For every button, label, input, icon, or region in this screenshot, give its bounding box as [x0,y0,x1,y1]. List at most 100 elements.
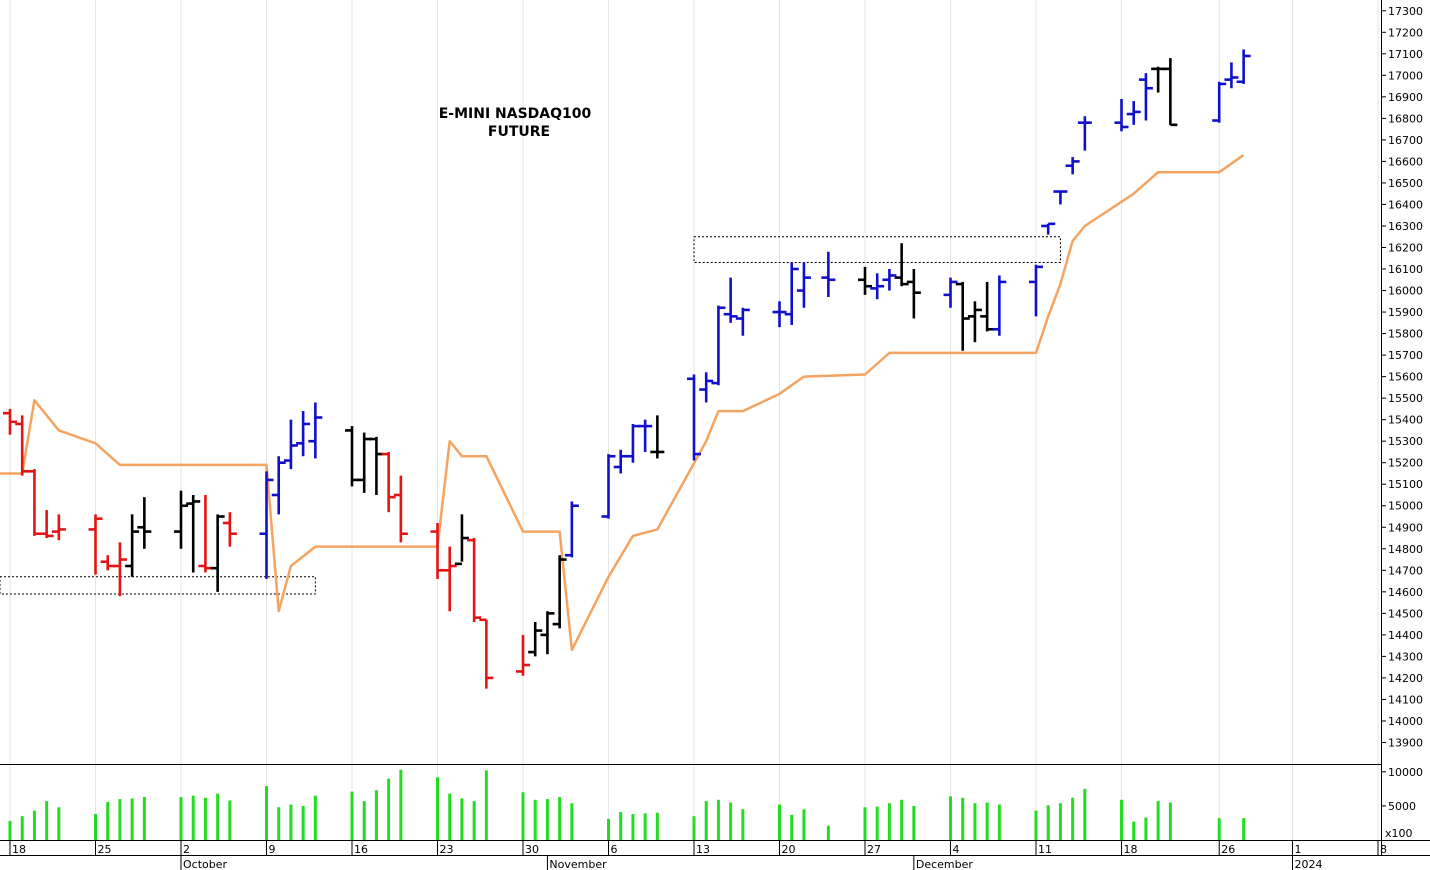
date-tick-label: 23 [440,843,454,856]
ohlc-bar [357,432,372,493]
ohlc-bar [1041,222,1056,235]
volume-bar [57,807,61,840]
consolidation-box [0,576,316,595]
price-tick-label: 17000 [1388,69,1423,82]
ohlc-bar [516,634,530,676]
ohlc-bar [454,514,469,566]
volume-bar [1168,802,1172,840]
price-tick-label: 15300 [1388,435,1423,448]
ohlc-bar [369,436,384,495]
volume-bar [1083,788,1087,840]
price-tick-label: 16800 [1388,112,1423,125]
volume-bar [704,801,708,840]
volume-bar [179,797,183,840]
volume-bar [961,797,965,840]
volume-bar [191,795,195,840]
consolidation-box [693,236,1061,264]
volume-bar [436,777,439,840]
date-tick-label: 18 [12,843,26,856]
price-tick-label: 16700 [1388,134,1423,147]
price-tick-label: 14800 [1388,543,1423,556]
volume-bar [570,803,574,840]
volume-bar [607,818,610,840]
volume-bar [45,801,49,840]
ohlc-bar [100,555,115,571]
month-label: December [916,858,974,870]
volume-bar [863,807,867,840]
volume-bar [729,802,733,840]
volume-bar [106,801,110,840]
price-tick-label: 17200 [1388,26,1423,39]
date-tick-label: 11 [1038,843,1052,856]
month-label: November [549,858,607,870]
month-label: October [183,858,227,870]
volume-bar [374,790,378,840]
ohlc-bar [552,555,567,629]
ohlc-bars [3,49,1251,689]
ohlc-bar [772,301,787,328]
price-tick-label: 16100 [1388,263,1423,276]
ohlc-bar [210,514,225,592]
volume-bar [1144,817,1148,840]
price-tick-label: 16000 [1388,285,1423,298]
ohlc-bar [992,275,1007,336]
ohlc-bar [528,621,543,657]
volume-bar [1156,801,1160,840]
ohlc-bar [296,411,311,457]
volume-bar [448,793,452,840]
ohlc-bar [955,281,970,351]
date-tick-label: 30 [525,843,539,856]
volume-bar [631,814,635,840]
volume-bar [875,806,879,840]
volume-bar [545,799,549,840]
price-tick-label: 16400 [1388,198,1423,211]
ohlc-bar [906,269,921,319]
ohlc-bar [687,374,701,461]
volume-bar [8,820,12,840]
date-tick-label: 13 [696,843,710,856]
ohlc-bar [1224,62,1239,89]
chart-title-line-2: FUTURE [488,124,550,140]
volume-bar [32,810,36,840]
volume-bar [289,804,293,840]
ohlc-bar [625,423,640,463]
price-tick-label: 16200 [1388,241,1423,254]
price-tick-label: 15100 [1388,478,1423,491]
price-tick-label: 15700 [1388,349,1423,362]
volume-bar [1046,805,1050,840]
price-tick-label: 16900 [1388,91,1423,104]
price-tick-label: 14900 [1388,521,1423,534]
ohlc-bar [858,266,872,295]
ohlc-bar [88,514,103,575]
volume-bar [313,795,317,840]
date-tick-label: 4 [953,843,960,856]
price-tick-label: 16300 [1388,220,1423,233]
volume-bar [826,825,830,840]
price-tick-label: 14400 [1388,629,1423,642]
ohlc-bar [870,273,885,300]
price-tick-label: 14300 [1388,650,1423,663]
ohlc-bar [259,471,274,579]
price-tick-label: 17100 [1388,48,1423,61]
date-tick-label: 18 [1124,843,1138,856]
price-tick-label: 15400 [1388,414,1423,427]
volume-bar [1242,818,1246,840]
ohlc-bar [1138,73,1153,121]
volume-bar [716,799,720,840]
date-tick-label: 2 [183,843,190,856]
volume-bar [521,792,525,840]
stop-line-path [0,153,1245,652]
ohlc-bar [1212,81,1227,123]
volume-bar [558,797,562,840]
price-tick-label: 14100 [1388,693,1423,706]
volume-bar [997,804,1001,840]
ohlc-bar [283,419,298,470]
volume-bar [1058,803,1062,840]
volume-bar [228,800,232,840]
volume-bar [1120,799,1123,840]
ohlc-bar [137,497,152,549]
ohlc-bar [1151,66,1166,93]
